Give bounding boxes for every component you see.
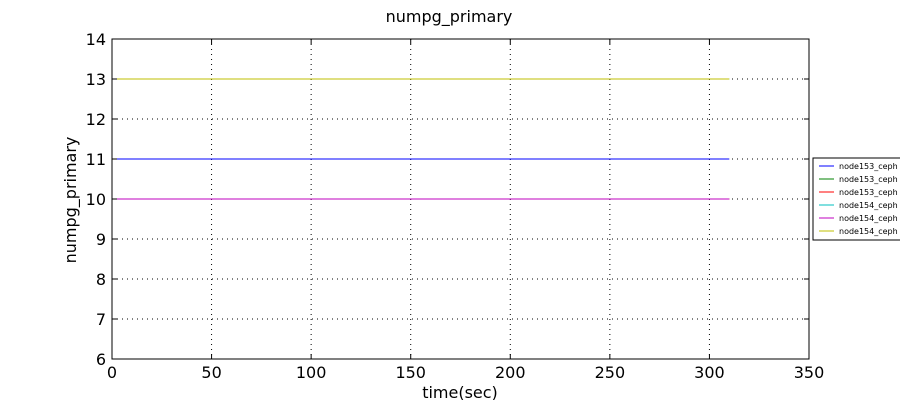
x-tick-label: 100 [296,363,327,382]
legend-box [812,157,900,241]
legend-label: node154_ceph [839,201,898,210]
legend-label: node153_ceph [839,175,898,184]
chart-title: numpg_primary [386,7,513,27]
x-axis-title: time(sec) [422,383,498,400]
legend-label: node153_ceph [839,188,898,197]
legend-label: node154_ceph [839,227,898,236]
x-tick-label: 0 [107,363,117,382]
y-tick-label: 14 [86,30,106,49]
y-tick-label: 10 [86,190,106,209]
y-axis: 6 7 8 9 10 11 12 13 14 [86,30,809,369]
y-tick-label: 11 [86,150,106,169]
legend-label: node153_ceph [839,162,898,171]
x-axis: 0 50 100 150 200 250 300 350 [107,39,824,382]
series-group [112,78,730,200]
y-tick-label: 12 [86,110,106,129]
y-tick-label: 9 [96,230,106,249]
y-tick-label: 7 [96,310,106,329]
y-tick-label: 6 [96,350,106,369]
x-tick-label: 200 [495,363,526,382]
x-tick-label: 150 [395,363,426,382]
y-axis-title: numpg_primary [61,137,81,264]
x-tick-label: 50 [201,363,221,382]
y-tick-label: 13 [86,70,106,89]
x-tick-label: 300 [694,363,725,382]
y-tick-label: 8 [96,270,106,289]
legend-label: node154_ceph [839,214,898,223]
x-tick-label: 250 [595,363,626,382]
legend: node153_ceph node153_ceph node153_cephnode… [812,157,900,241]
x-tick-label: 350 [794,363,825,382]
